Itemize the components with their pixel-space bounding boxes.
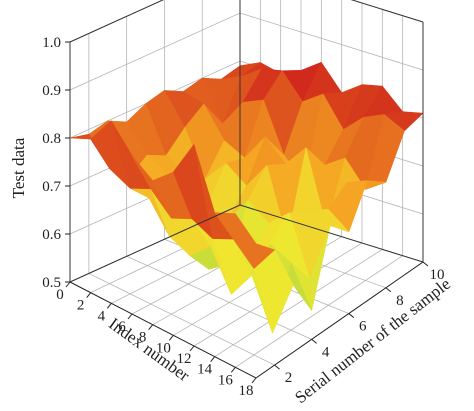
x-tick <box>251 377 257 384</box>
y-tick-label: 10 <box>430 267 445 283</box>
x-tick <box>127 313 133 320</box>
z-tick-label: 0.8 <box>42 131 61 147</box>
y-gridline-floor <box>88 273 275 366</box>
y-tick-label: 2 <box>285 370 293 386</box>
x-tick <box>148 324 154 330</box>
z-tick-label: 0.9 <box>42 83 61 99</box>
x-tick <box>189 345 195 352</box>
x-tick <box>86 292 92 298</box>
x-axis-line <box>69 281 257 379</box>
frame-edge <box>350 0 424 23</box>
x-tick-label: 0 <box>56 287 64 303</box>
y-axis-line <box>255 261 424 379</box>
y-tick <box>422 261 429 267</box>
y-tick-label: 8 <box>396 293 404 309</box>
x-tick-label: 2 <box>77 298 85 314</box>
x-tick <box>106 303 112 309</box>
x-tick-label: 8 <box>139 330 147 346</box>
y-tick-label: 4 <box>322 344 330 360</box>
x-tick-label: 4 <box>98 308 106 324</box>
x-tick <box>230 367 236 373</box>
y-axis-label: Serial number of the sample <box>291 274 454 407</box>
z-gridline <box>69 0 424 43</box>
frame-edge <box>239 204 424 263</box>
z-tick-label: 1.0 <box>42 35 61 51</box>
x-gridline-floor <box>214 248 383 358</box>
surface-patch <box>235 213 275 269</box>
y-gridline-floor <box>126 255 312 340</box>
x-tick-label: 18 <box>239 383 254 399</box>
y-tick <box>385 287 392 293</box>
x-axis-label: Index number <box>105 314 193 385</box>
z-axis-label: Test data <box>9 137 28 198</box>
x-tick-label: 12 <box>177 351 192 367</box>
surface-mesh <box>69 61 424 334</box>
y-tick <box>348 313 355 318</box>
y-tick <box>274 364 280 370</box>
x-tick <box>210 356 216 362</box>
x-tick <box>65 281 71 288</box>
z-tick-label: 0.6 <box>42 227 61 243</box>
y-tick-label: 6 <box>359 319 367 335</box>
x-tick-label: 10 <box>156 340 171 356</box>
z-tick-label: 0.5 <box>42 275 61 291</box>
x-tick <box>168 335 174 341</box>
x-tick-label: 14 <box>197 362 213 378</box>
axes-frame <box>69 0 424 283</box>
frame-edge <box>69 204 241 283</box>
z-tick-label: 0.7 <box>42 179 61 195</box>
frame-edge <box>69 0 164 43</box>
x-gridline-floor <box>235 255 403 368</box>
x-tick-label: 16 <box>218 372 234 388</box>
y-tick <box>311 338 317 344</box>
x-tick-label: 6 <box>118 319 126 335</box>
